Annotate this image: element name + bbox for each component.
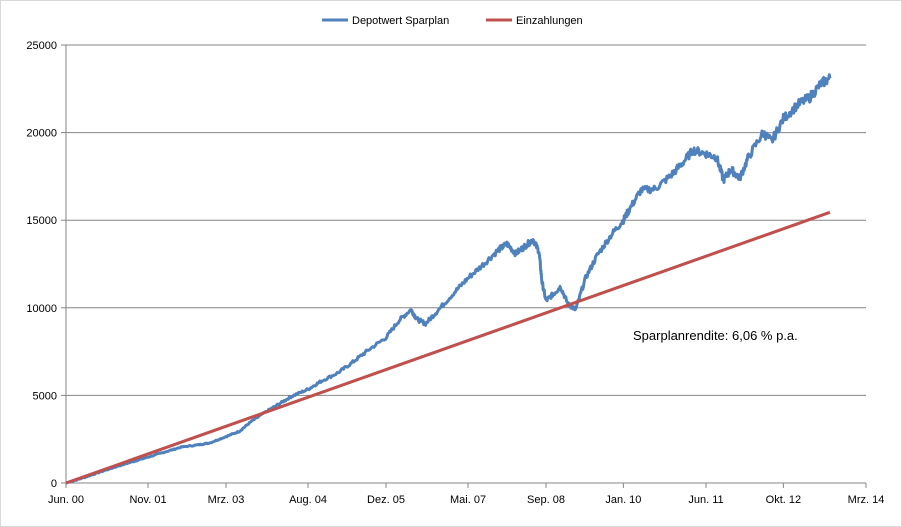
y-tick-label-15000: 15000: [26, 215, 57, 227]
y-tick-label-0: 0: [51, 478, 57, 490]
legend-label-depotwert-sparplan: Depotwert Sparplan: [352, 15, 449, 27]
x-tick-label-3: Aug. 04: [289, 494, 327, 506]
x-tick-label-0: Jun. 00: [48, 494, 84, 506]
axes: [65, 45, 866, 484]
series-lines: [65, 73, 832, 485]
annotation-sparplanrendite: Sparplanrendite: 6,06 % p.a.: [633, 328, 798, 343]
x-tick-label-2: Mrz. 03: [208, 494, 245, 506]
x-tick-label-6: Sep. 08: [527, 494, 565, 506]
x-tick-label-1: Nov. 01: [129, 494, 166, 506]
x-tick-label-7: Jan. 10: [605, 494, 641, 506]
series-line-einzahlungen: [65, 210, 831, 485]
x-tick-label-5: Mai. 07: [450, 494, 486, 506]
x-tick-label-10: Mrz. 14: [848, 494, 885, 506]
x-tick-label-9: Okt. 12: [766, 494, 801, 506]
series-line-depotwert-sparplan: [65, 73, 832, 485]
gridlines: [66, 44, 866, 396]
x-tick-label-8: Jun. 11: [688, 494, 723, 506]
x-tick-label-4: Dez. 05: [367, 494, 405, 506]
x-axis-ticks: Jun. 00 Nov. 01 Mrz. 03 Aug. 04 Dez. 05 Mai. …: [48, 483, 884, 506]
y-tick-label-5000: 5000: [33, 390, 57, 402]
legend-label-einzahlungen: Einzahlungen: [516, 15, 583, 27]
y-tick-label-20000: 20000: [26, 128, 57, 140]
y-tick-label-10000: 10000: [26, 303, 57, 315]
y-axis-ticks: 0 5000 10000 15000 20000 25000: [26, 40, 66, 490]
legend: Depotwert Sparplan Einzahlungen: [322, 15, 583, 27]
y-tick-label-25000: 25000: [26, 40, 57, 52]
